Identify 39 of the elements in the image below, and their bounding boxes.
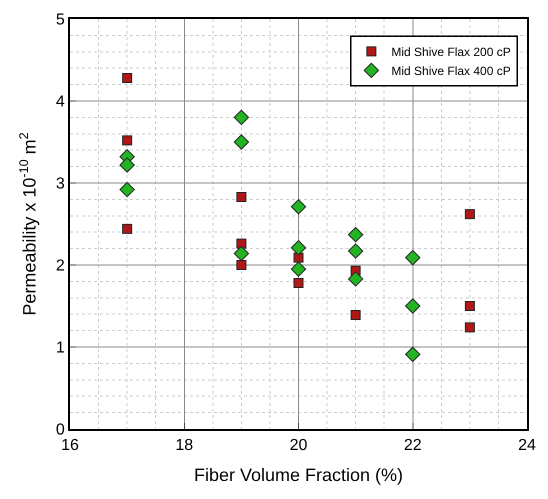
point [405,250,420,266]
point [122,224,132,234]
point [348,271,364,287]
y-tick-label: 5 [56,12,65,29]
point [236,238,246,249]
point [464,209,475,220]
x-tick-label: 24 [518,437,536,454]
point [405,298,420,314]
legend-label: Mid Shive Flax 200 cP [391,45,511,60]
y-tick-label: 4 [56,94,65,111]
point [234,110,250,126]
point [290,261,306,277]
y-tick-label: 2 [56,258,65,275]
point [234,134,250,150]
point [119,182,135,198]
point [350,310,361,320]
y-tick-label: 1 [56,340,65,357]
point [122,73,132,84]
x-tick-label: 20 [290,437,308,454]
point [348,243,364,259]
x-tick-label: 18 [175,437,194,454]
x-axis-title: Fiber Volume Fraction (%) [194,464,404,485]
point [464,322,475,332]
y-tick-label: 3 [56,176,65,193]
point [405,346,420,362]
point [290,240,306,256]
point [236,192,246,202]
point [122,135,132,146]
x-tick-label: 22 [404,437,422,454]
legend-label: Mid Shive Flax 400 cP [391,64,511,78]
point [236,260,246,270]
point [294,278,304,288]
x-tick-label: 16 [61,437,79,454]
point [119,157,135,173]
point [464,301,475,311]
y-tick-label: 0 [56,422,65,439]
point [348,227,364,242]
point [290,199,306,214]
point [234,246,250,262]
